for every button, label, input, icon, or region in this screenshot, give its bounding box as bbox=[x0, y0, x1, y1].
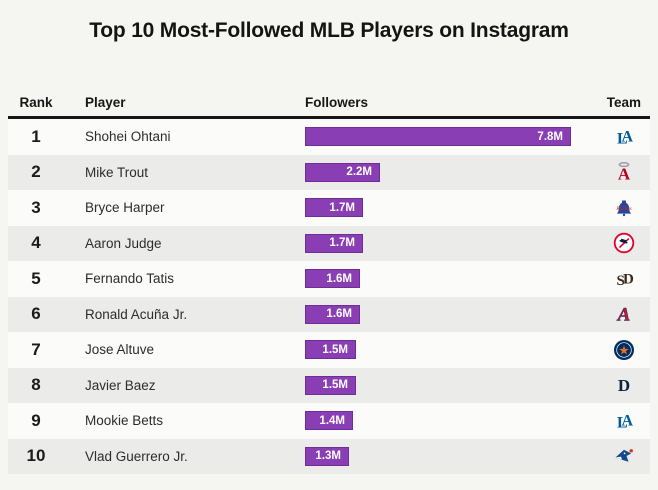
player-name: Bryce Harper bbox=[85, 200, 165, 216]
followers-bar: 1.4M bbox=[305, 411, 353, 431]
player-name: Mike Trout bbox=[85, 164, 149, 180]
blue-jays-logo-icon bbox=[612, 444, 636, 468]
column-header-team: Team bbox=[606, 95, 641, 110]
followers-bar: 1.5M bbox=[305, 375, 356, 395]
followers-cell: 1.6M bbox=[293, 304, 598, 324]
table-row: 3 Bryce Harper 1.7M Phillies bbox=[8, 190, 650, 226]
followers-bar: 1.3M bbox=[305, 446, 349, 466]
player-name: Aaron Judge bbox=[85, 235, 162, 251]
followers-bar: 7.8M bbox=[305, 127, 571, 147]
svg-text:A: A bbox=[618, 165, 631, 184]
table-row: 10 Vlad Guerrero Jr. 1.3M bbox=[8, 438, 650, 474]
followers-value-label: 1.5M bbox=[322, 343, 348, 356]
table-row: 4 Aaron Judge 1.7M bbox=[8, 225, 650, 261]
player-name: Shohei Ohtani bbox=[85, 129, 171, 145]
player-name: Javier Baez bbox=[85, 377, 156, 393]
rank-value: 4 bbox=[31, 233, 41, 253]
svg-text:A: A bbox=[622, 128, 634, 145]
team-cell: D bbox=[598, 373, 650, 397]
followers-value-label: 1.5M bbox=[322, 379, 348, 392]
player-name: Ronald Acuña Jr. bbox=[85, 306, 188, 322]
rank-value: 6 bbox=[31, 304, 41, 324]
svg-text:Phillies: Phillies bbox=[615, 207, 631, 212]
table-rows: 1 Shohei Ohtani 7.8M L A 2 Mike Trout 2.2M A 3 Bry… bbox=[8, 119, 650, 474]
team-cell bbox=[598, 444, 650, 468]
team-cell: A bbox=[598, 160, 650, 184]
followers-value-label: 1.4M bbox=[319, 414, 345, 427]
followers-bar: 1.6M bbox=[305, 304, 360, 324]
followers-bar: 1.7M bbox=[305, 198, 363, 218]
followers-value-label: 2.2M bbox=[346, 166, 372, 179]
braves-logo-icon: A bbox=[612, 302, 636, 327]
rank-value: 7 bbox=[31, 339, 41, 359]
rank-value: 8 bbox=[31, 375, 41, 395]
followers-cell: 7.8M bbox=[293, 127, 598, 147]
rank-value: 10 bbox=[26, 446, 46, 466]
rank-value: 3 bbox=[31, 197, 41, 217]
angels-logo-icon: A bbox=[612, 160, 636, 184]
team-cell bbox=[598, 338, 650, 362]
svg-text:D: D bbox=[618, 376, 630, 395]
svg-text:A: A bbox=[617, 305, 631, 326]
svg-text:L: L bbox=[617, 130, 628, 147]
player-name: Fernando Tatis bbox=[85, 271, 175, 287]
followers-cell: 1.6M bbox=[293, 269, 598, 289]
phillies-logo-icon: Phillies bbox=[612, 196, 636, 220]
team-cell: Phillies bbox=[598, 196, 650, 220]
player-name: Mookie Betts bbox=[85, 413, 164, 429]
page-title: Top 10 Most-Followed MLB Players on Inst… bbox=[89, 19, 569, 42]
rank-value: 2 bbox=[31, 162, 41, 182]
svg-text:A: A bbox=[622, 412, 634, 429]
followers-bar: 1.7M bbox=[305, 233, 363, 253]
followers-value-label: 1.7M bbox=[329, 201, 355, 214]
followers-value-label: 1.6M bbox=[326, 308, 352, 321]
followers-cell: 1.7M bbox=[293, 233, 598, 253]
tigers-logo-icon: D bbox=[612, 373, 636, 397]
followers-cell: 1.5M bbox=[293, 375, 598, 395]
followers-cell: 2.2M bbox=[293, 162, 598, 182]
table-row: 5 Fernando Tatis 1.6M S D bbox=[8, 261, 650, 297]
svg-text:S: S bbox=[617, 273, 625, 289]
followers-value-label: 1.6M bbox=[326, 272, 352, 285]
column-header-player: Player bbox=[85, 95, 126, 110]
table-header-row: Rank Player Followers Team bbox=[8, 84, 650, 119]
rank-value: 5 bbox=[31, 268, 41, 288]
svg-text:D: D bbox=[623, 271, 634, 287]
table-row: 2 Mike Trout 2.2M A bbox=[8, 154, 650, 190]
followers-cell: 1.5M bbox=[293, 340, 598, 360]
player-name: Vlad Guerrero Jr. bbox=[85, 448, 188, 464]
yankees-logo-icon bbox=[612, 231, 636, 255]
astros-logo-icon bbox=[612, 338, 636, 362]
table-row: 9 Mookie Betts 1.4M L A bbox=[8, 403, 650, 439]
followers-bar: 2.2M bbox=[305, 162, 380, 182]
followers-bar: 1.6M bbox=[305, 269, 360, 289]
svg-text:L: L bbox=[617, 414, 628, 431]
players-table: Rank Player Followers Team 1 Shohei Ohtan… bbox=[8, 84, 650, 474]
column-header-followers: Followers bbox=[305, 95, 369, 110]
team-cell bbox=[598, 231, 650, 255]
rank-value: 1 bbox=[31, 126, 41, 146]
followers-value-label: 1.3M bbox=[315, 450, 341, 463]
followers-value-label: 7.8M bbox=[537, 130, 563, 143]
table-row: 7 Jose Altuve 1.5M bbox=[8, 332, 650, 368]
player-name: Jose Altuve bbox=[85, 342, 155, 358]
followers-bar: 1.5M bbox=[305, 340, 356, 360]
team-cell: A bbox=[598, 302, 650, 327]
column-header-rank: Rank bbox=[19, 95, 53, 110]
table-row: 1 Shohei Ohtani 7.8M L A bbox=[8, 119, 650, 155]
rank-value: 9 bbox=[31, 410, 41, 430]
followers-cell: 1.3M bbox=[293, 446, 598, 466]
table-row: 6 Ronald Acuña Jr. 1.6M A bbox=[8, 296, 650, 332]
followers-value-label: 1.7M bbox=[329, 237, 355, 250]
followers-cell: 1.4M bbox=[293, 411, 598, 431]
table-row: 8 Javier Baez 1.5M D bbox=[8, 367, 650, 403]
followers-cell: 1.7M bbox=[293, 198, 598, 218]
